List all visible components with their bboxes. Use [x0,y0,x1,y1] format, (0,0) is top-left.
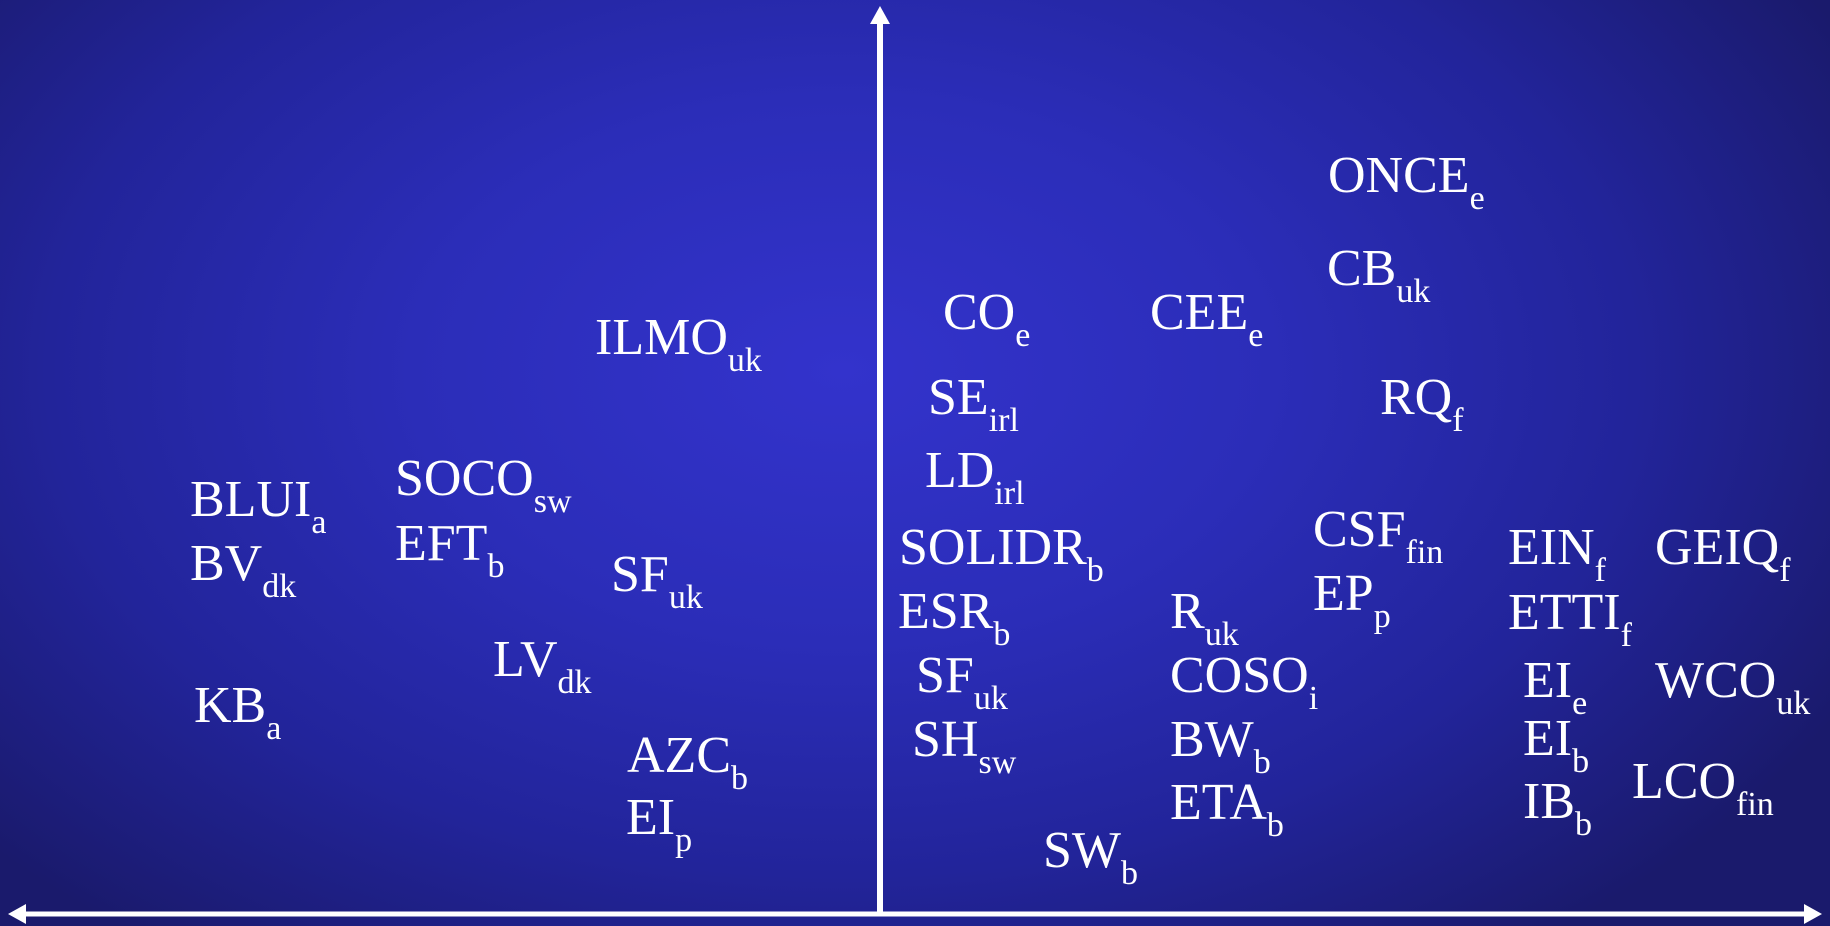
label-ep: EPp [1313,565,1391,635]
label-bw: BWb [1170,711,1271,781]
label-sh: SHsw [912,711,1017,781]
label-sf-right: SFuk [916,647,1008,717]
label-csf: CSFfin [1313,501,1444,571]
label-ei-p: EIp [626,789,693,859]
label-solidr: SOLIDRb [899,519,1104,589]
label-blui: BLUIa [190,471,327,541]
label-geiq: GEIQf [1655,519,1791,589]
horizontal-axis-right-arrowhead [1804,904,1822,924]
label-once: ONCEe [1328,147,1485,217]
label-sw: SWb [1043,822,1138,892]
label-cb: CBuk [1327,240,1431,310]
label-rq: RQf [1380,369,1464,439]
label-soco: SOCOsw [395,450,572,520]
label-ld: LDirl [925,442,1025,512]
label-coso: COSOi [1170,647,1319,717]
label-kb: KBa [194,677,282,747]
label-etti: ETTIf [1508,584,1632,654]
label-ein: EINf [1508,519,1606,589]
label-wco: WCOuk [1655,652,1811,722]
label-bv: BVdk [190,535,297,605]
label-co: COe [943,284,1031,354]
label-cee: CEEe [1150,284,1264,354]
label-ei-b: EIb [1523,710,1590,780]
label-esr: ESRb [898,583,1011,653]
label-eta: ETAb [1170,774,1284,844]
label-ilmo: ILMOuk [595,309,762,379]
vertical-axis-arrowhead [870,6,890,24]
label-ei-e: EIe [1523,652,1588,722]
horizontal-axis-left-arrowhead [8,904,26,924]
label-lv: LVdk [493,631,592,701]
label-lco: LCOfin [1632,753,1774,823]
label-se: SEirl [928,369,1019,439]
label-ib: IBb [1523,773,1592,843]
label-eft: EFTb [395,515,505,585]
label-r: Ruk [1170,583,1239,653]
label-sf-left: SFuk [611,546,703,616]
label-azc: AZCb [627,727,748,797]
